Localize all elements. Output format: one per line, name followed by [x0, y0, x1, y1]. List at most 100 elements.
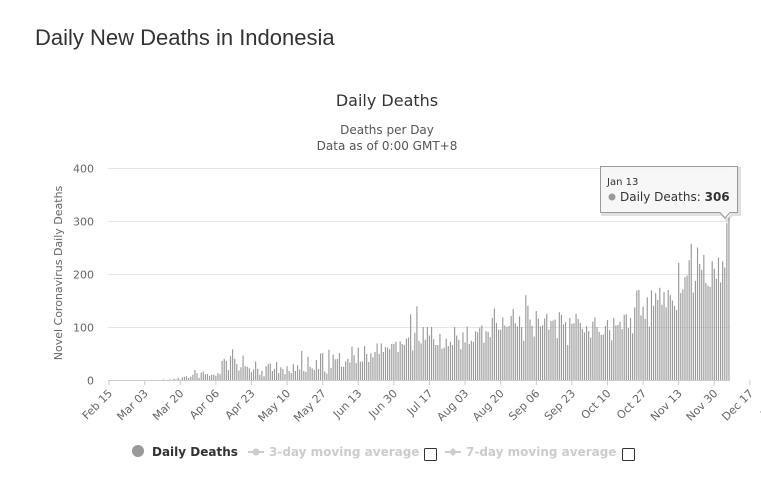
bar[interactable] — [336, 358, 338, 380]
bar[interactable] — [676, 310, 678, 380]
bar[interactable] — [246, 366, 248, 380]
bar[interactable] — [625, 314, 627, 380]
bar[interactable] — [717, 257, 720, 380]
bar[interactable] — [472, 341, 475, 380]
bar[interactable] — [376, 343, 378, 380]
bar[interactable] — [692, 292, 694, 380]
bar[interactable] — [594, 317, 596, 380]
bar[interactable] — [613, 317, 615, 380]
bar[interactable] — [671, 300, 673, 381]
bar[interactable] — [225, 360, 227, 380]
bar[interactable] — [374, 351, 376, 380]
bar[interactable] — [407, 337, 410, 380]
bar[interactable] — [265, 366, 267, 380]
bar[interactable] — [619, 321, 621, 380]
bar[interactable] — [562, 324, 565, 380]
bar[interactable] — [319, 353, 322, 381]
bar[interactable] — [269, 363, 271, 380]
bar[interactable] — [699, 263, 701, 380]
bar[interactable] — [177, 377, 179, 380]
bar[interactable] — [470, 340, 472, 380]
bar[interactable] — [487, 331, 489, 380]
bar[interactable] — [606, 320, 609, 380]
bar[interactable] — [273, 368, 276, 380]
bar[interactable] — [623, 314, 625, 380]
bar[interactable] — [361, 361, 364, 380]
bar[interactable] — [378, 354, 380, 380]
bar[interactable] — [198, 377, 200, 380]
bar[interactable] — [590, 337, 592, 380]
bar[interactable] — [303, 370, 305, 380]
bar[interactable] — [460, 349, 462, 380]
bar[interactable] — [347, 358, 349, 380]
bar[interactable] — [548, 329, 550, 380]
bar[interactable] — [257, 368, 259, 380]
bar[interactable] — [724, 267, 726, 380]
bar[interactable] — [577, 319, 579, 380]
bar[interactable] — [349, 362, 351, 380]
bar[interactable] — [200, 372, 202, 380]
bar[interactable] — [592, 321, 594, 380]
bar[interactable] — [282, 368, 284, 380]
bar[interactable] — [248, 368, 250, 380]
bar[interactable] — [405, 338, 408, 380]
bar[interactable] — [468, 343, 470, 380]
bar[interactable] — [449, 341, 451, 380]
bar[interactable] — [705, 283, 707, 380]
bar[interactable] — [678, 262, 680, 380]
bar[interactable] — [351, 346, 353, 380]
bar[interactable] — [288, 370, 290, 380]
bar[interactable] — [290, 373, 292, 380]
bar[interactable] — [338, 352, 340, 380]
bar[interactable] — [439, 333, 441, 380]
bar[interactable] — [169, 379, 171, 380]
bar[interactable] — [709, 286, 711, 380]
bar[interactable] — [451, 345, 454, 380]
bar[interactable] — [466, 326, 468, 380]
bar[interactable] — [609, 330, 611, 380]
bar[interactable] — [353, 355, 355, 380]
bar[interactable] — [242, 355, 244, 380]
bar[interactable] — [382, 351, 384, 380]
bar[interactable] — [250, 372, 253, 380]
bar[interactable] — [541, 325, 544, 380]
bar[interactable] — [190, 376, 192, 380]
bar[interactable] — [491, 317, 493, 380]
bar[interactable] — [531, 325, 533, 380]
bar[interactable] — [418, 340, 420, 380]
bar[interactable] — [209, 375, 211, 380]
bar[interactable] — [384, 347, 387, 380]
bar[interactable] — [479, 327, 481, 380]
bar[interactable] — [294, 370, 297, 380]
bar[interactable] — [493, 308, 495, 380]
bar[interactable] — [682, 289, 684, 380]
bar[interactable] — [194, 369, 196, 380]
bar[interactable] — [663, 292, 665, 380]
bar[interactable] — [192, 374, 194, 380]
bar[interactable] — [652, 305, 655, 380]
bar[interactable] — [221, 360, 223, 380]
bar[interactable] — [638, 289, 640, 380]
bar[interactable] — [715, 278, 717, 380]
bar[interactable] — [292, 364, 294, 380]
bar[interactable] — [516, 326, 519, 380]
bar[interactable] — [443, 347, 445, 380]
bar[interactable] — [286, 366, 288, 380]
bar[interactable] — [533, 336, 535, 380]
bar[interactable] — [414, 332, 416, 380]
bar[interactable] — [234, 358, 236, 380]
bar[interactable] — [489, 337, 491, 380]
bar[interactable] — [445, 338, 447, 380]
bar[interactable] — [299, 369, 301, 380]
bar[interactable] — [481, 325, 483, 380]
bar[interactable] — [317, 368, 320, 380]
bar[interactable] — [357, 347, 359, 380]
bar[interactable] — [688, 260, 690, 380]
bar[interactable] — [575, 313, 577, 380]
bar[interactable] — [422, 327, 424, 380]
bar[interactable] — [644, 319, 646, 380]
bar[interactable] — [309, 366, 311, 380]
legend-checkbox-3day[interactable] — [424, 448, 437, 461]
bar[interactable] — [410, 314, 412, 380]
bar[interactable] — [188, 377, 190, 380]
